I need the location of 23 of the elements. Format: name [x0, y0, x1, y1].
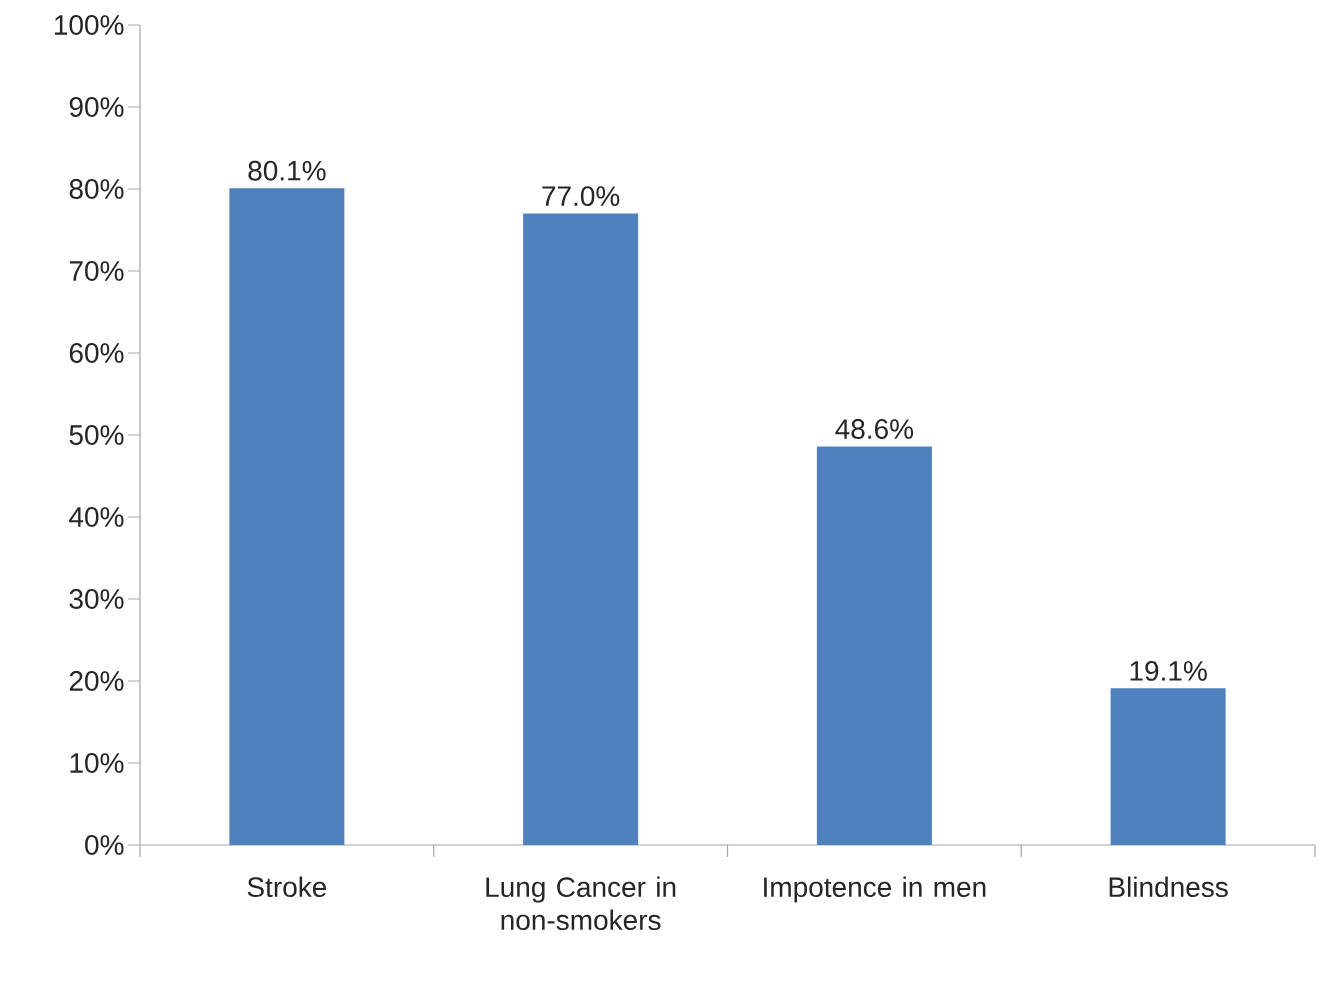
y-tick-label: 40%	[69, 507, 124, 527]
y-tick-label: 50%	[69, 425, 124, 445]
data-label: 19.1%	[1130, 661, 1207, 681]
data-label: 48.6%	[835, 419, 914, 439]
y-tick-label: 30%	[69, 589, 124, 609]
x-tick-label: Stroke	[247, 876, 327, 898]
bar	[816, 446, 932, 845]
y-tick-label: 10%	[70, 753, 124, 773]
y-tick-label: 100%	[54, 15, 124, 35]
y-tick-label: 80%	[69, 179, 124, 199]
y-tick-label: 70%	[69, 261, 124, 281]
x-tick-label: Impotence in men	[764, 876, 986, 903]
data-label: 77.0%	[542, 186, 620, 207]
y-tick-label: 60%	[69, 343, 124, 363]
y-tick-label: 0%	[85, 835, 124, 855]
bar	[229, 188, 345, 845]
y-tick-label: 20%	[69, 671, 124, 691]
x-tick-label: Blindness	[1109, 876, 1228, 898]
bar	[523, 213, 639, 845]
bar	[1110, 688, 1226, 845]
data-label: 80.1%	[248, 160, 326, 181]
y-tick-label: 90%	[69, 97, 124, 117]
x-tick-label: Lung Cancer in non-smokers	[486, 876, 676, 931]
